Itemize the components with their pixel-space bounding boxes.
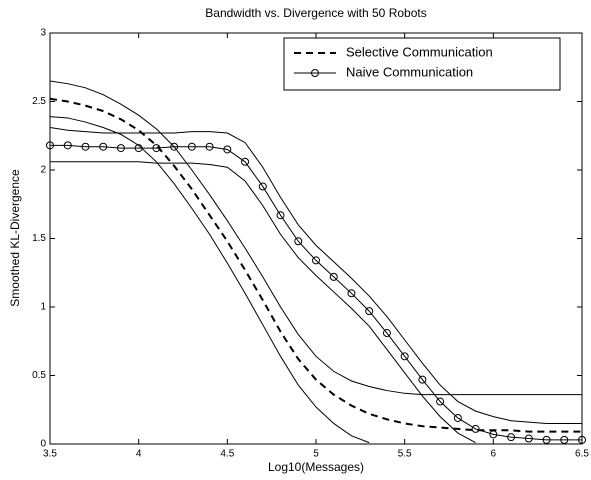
series-line [49,80,582,396]
chart-title: Bandwidth vs. Divergence with 50 Robots [205,6,426,20]
legend-label: Selective Communication [346,44,493,59]
series-marker [276,211,285,220]
x-tick-label: 3.5 [43,449,57,460]
series-marker [453,413,462,422]
series-marker [365,307,374,316]
series-marker [471,424,480,433]
series-marker [258,182,267,191]
series-marker [578,435,586,444]
series-line [49,127,582,424]
x-tick-label: 5 [313,449,319,460]
series-line [50,144,582,441]
series-marker [418,375,427,384]
y-tick-label: 2.5 [32,96,46,107]
x-tick-label: 4.5 [220,449,234,460]
series-marker [46,141,54,150]
series-marker [241,157,250,166]
series-line [49,97,582,433]
series-marker [170,142,179,151]
plot-frame [49,32,583,445]
series-marker [187,142,196,151]
series-line [49,116,370,444]
series-marker [63,141,72,150]
series-marker [560,435,569,444]
y-axis-label: Smoothed KL-Divergence [8,169,22,307]
series-marker [152,144,161,153]
y-tick-label: 1 [40,302,46,313]
legend-box [283,37,561,91]
series-marker [507,433,516,442]
legend-label: Naive Communication [346,64,473,79]
series-marker [223,145,232,154]
series-marker [329,272,338,281]
x-tick-label: 5.5 [398,449,412,460]
y-tick-label: 2 [40,165,46,176]
series-marker [489,430,498,439]
series-marker [382,329,391,338]
series-marker [205,142,214,151]
x-tick-label: 6.5 [575,449,589,460]
x-axis-label: Log10(Messages) [268,460,364,474]
y-tick-label: 0 [40,439,46,450]
y-tick-label: 3 [40,28,46,39]
y-tick-label: 1.5 [32,233,46,244]
series-marker [436,397,445,406]
x-tick-label: 4 [136,449,142,460]
series-marker [400,352,409,361]
x-tick-label: 6 [491,449,497,460]
series-marker [116,144,125,153]
series-marker [542,435,551,444]
series-marker [294,237,303,246]
series-marker [99,142,108,151]
series-marker [81,142,90,151]
series-marker [524,434,533,443]
series-line [50,161,476,444]
legend-marker [311,69,319,77]
y-tick-label: 0.5 [32,370,46,381]
series-marker [347,289,356,298]
series-marker [312,256,320,265]
